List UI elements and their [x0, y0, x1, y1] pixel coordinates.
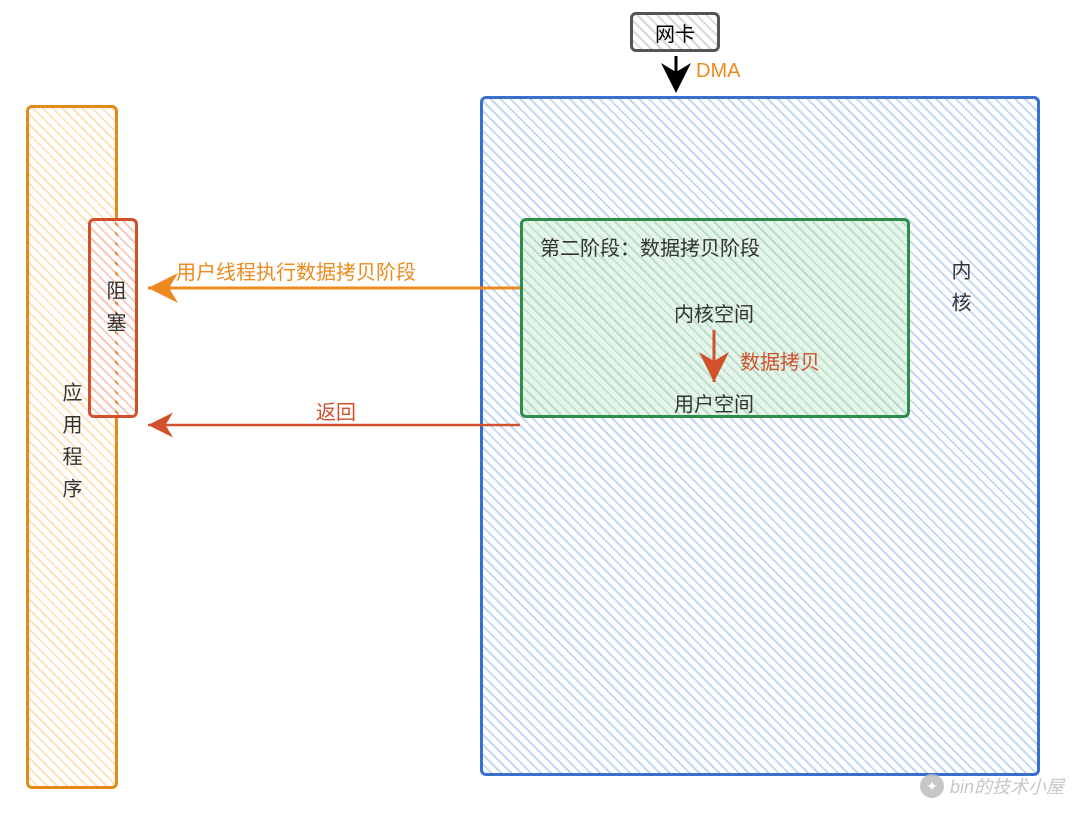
phase2-arrow-label: 用户线程执行数据拷贝阶段: [176, 256, 416, 285]
phase2-title: 第二阶段：数据拷贝阶段: [540, 232, 760, 261]
return-arrow-label: 返回: [316, 396, 356, 425]
phase2-copy-label: 数据拷贝: [740, 346, 820, 375]
watermark: ✦ bin的技术小屋: [920, 773, 1064, 799]
dma-label: DMA: [696, 60, 740, 83]
kernel-box: [480, 96, 1040, 776]
app-label: 应用程序: [56, 382, 85, 510]
nic-label: 网卡: [655, 18, 695, 47]
nic-box: 网卡: [630, 12, 720, 52]
wechat-icon: ✦: [920, 774, 944, 798]
phase2-kernel-space: 内核空间: [674, 298, 754, 327]
phase2-user-space: 用户空间: [674, 388, 754, 417]
blocked-label: 阻塞: [100, 280, 129, 344]
kernel-label: 内核: [945, 260, 974, 324]
watermark-text: bin的技术小屋: [950, 773, 1064, 799]
